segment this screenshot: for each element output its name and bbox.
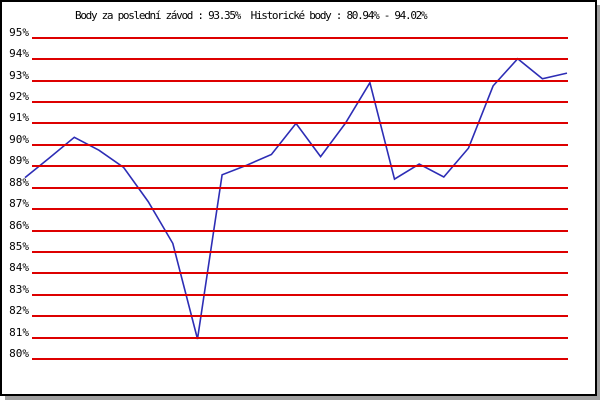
y-tick-label: 89% <box>9 154 29 168</box>
y-tick-label: 87% <box>9 197 29 211</box>
gridline <box>32 143 568 146</box>
gridline <box>32 36 568 39</box>
y-tick-label: 83% <box>9 282 29 296</box>
y-tick-label: 86% <box>9 218 29 232</box>
gridline <box>32 293 568 296</box>
y-tick-label: 88% <box>9 175 29 189</box>
gridline <box>32 272 568 275</box>
y-tick-label: 80% <box>9 347 29 361</box>
gridline <box>32 58 568 61</box>
gridline <box>32 250 568 253</box>
y-tick-label: 93% <box>9 68 29 82</box>
y-tick-label: 81% <box>9 325 29 339</box>
gridline <box>32 229 568 232</box>
y-tick-label: 90% <box>9 132 29 146</box>
y-tick-label: 92% <box>9 89 29 103</box>
plot-area: 95% 94% 93% 92% 91% 90% 89% 88% 87% 86% 85% 84% 83% 8… <box>2 2 595 394</box>
gridline <box>32 315 568 318</box>
panel-shadow-right <box>597 5 600 400</box>
gridline <box>32 165 568 168</box>
y-tick-label: 95% <box>9 25 29 39</box>
gridline <box>32 208 568 211</box>
panel-shadow-bottom <box>5 396 600 400</box>
y-tick-label: 85% <box>9 239 29 253</box>
gridline <box>32 122 568 125</box>
gridline <box>32 79 568 82</box>
gridline <box>32 336 568 339</box>
data-line-svg <box>24 57 568 340</box>
gridline <box>32 358 568 361</box>
gridline <box>32 100 568 103</box>
y-tick-label: 91% <box>9 111 29 125</box>
chart-title: Body za poslední závod : 93.35% Historic… <box>75 9 428 22</box>
y-tick-label: 82% <box>9 304 29 318</box>
y-tick-label: 94% <box>9 47 29 61</box>
y-tick-label: 84% <box>9 261 29 275</box>
gridline <box>32 186 568 189</box>
